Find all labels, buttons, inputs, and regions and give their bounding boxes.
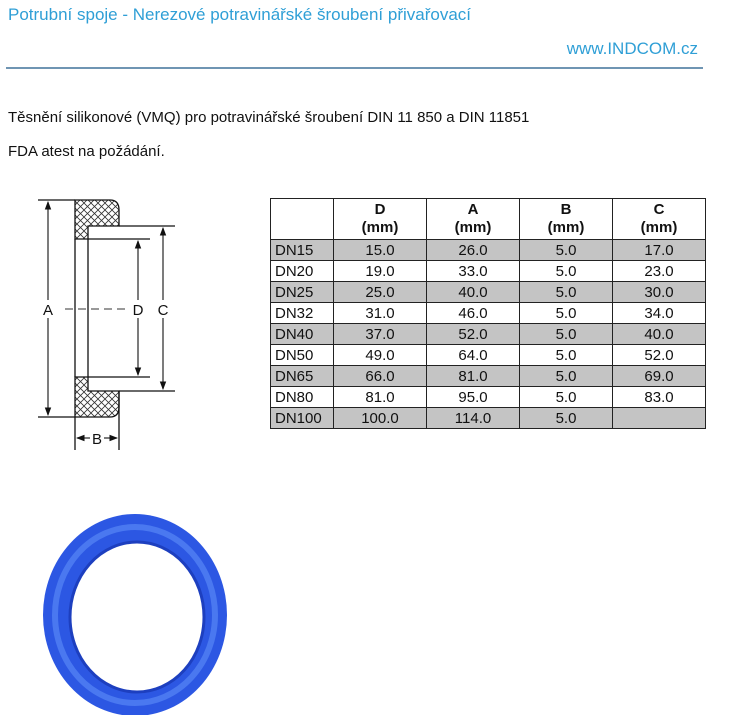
- table-cell: 40.0: [426, 281, 520, 303]
- table-cell: 19.0: [333, 260, 427, 282]
- table-cell: DN65: [270, 365, 334, 387]
- table-row: DN15 15.0 26.0 5.0 17.0: [270, 239, 706, 261]
- table-cell: 5.0: [519, 302, 613, 324]
- seal-bottom-section: [74, 376, 120, 418]
- table-cell: 25.0: [333, 281, 427, 303]
- table-cell: 15.0: [333, 239, 427, 261]
- table-cell: 5.0: [519, 386, 613, 408]
- label-b: B: [92, 431, 102, 448]
- dimensions-table: D (mm) A (mm) B (mm) C (mm) DN15 15.0 26.0 5.0 1…: [270, 198, 706, 429]
- description-text: Těsnění silikonové (VMQ) pro potravinářs…: [8, 109, 530, 126]
- label-d: D: [133, 302, 144, 319]
- label-c: C: [158, 302, 169, 319]
- table-cell: DN100: [270, 407, 334, 429]
- table-cell: 69.0: [612, 365, 706, 387]
- table-cell: DN50: [270, 344, 334, 366]
- table-cell: [612, 407, 706, 429]
- table-cell: 83.0: [612, 386, 706, 408]
- table-cell: 52.0: [426, 323, 520, 345]
- table-cell: 81.0: [426, 365, 520, 387]
- table-cell: 100.0: [333, 407, 427, 429]
- table-cell: 33.0: [426, 260, 520, 282]
- table-cell: 52.0: [612, 344, 706, 366]
- table-header-row: D (mm) A (mm) B (mm) C (mm): [270, 198, 706, 240]
- table-row: DN32 31.0 46.0 5.0 34.0: [270, 302, 706, 324]
- table-cell: 34.0: [612, 302, 706, 324]
- table-cell: DN80: [270, 386, 334, 408]
- table-cell: 17.0: [612, 239, 706, 261]
- table-cell: DN20: [270, 260, 334, 282]
- page-title: Potrubní spoje - Nerezové potravinářské …: [8, 5, 472, 24]
- table-cell: DN40: [270, 323, 334, 345]
- label-a: A: [43, 302, 53, 319]
- table-cell: 46.0: [426, 302, 520, 324]
- table-row: DN65 66.0 81.0 5.0 69.0: [270, 365, 706, 387]
- table-cell: 81.0: [333, 386, 427, 408]
- header-b: B (mm): [519, 198, 613, 240]
- table-cell: 31.0: [333, 302, 427, 324]
- table-cell: DN32: [270, 302, 334, 324]
- table-row: DN20 19.0 33.0 5.0 23.0: [270, 260, 706, 282]
- header-c: C (mm): [612, 198, 706, 240]
- fda-note: FDA atest na požádání.: [8, 143, 165, 160]
- table-cell: 49.0: [333, 344, 427, 366]
- table-cell: DN25: [270, 281, 334, 303]
- table-cell: 66.0: [333, 365, 427, 387]
- table-cell: 64.0: [426, 344, 520, 366]
- table-cell: 26.0: [426, 239, 520, 261]
- table-cell: 5.0: [519, 260, 613, 282]
- table-cell: 5.0: [519, 281, 613, 303]
- table-cell: 40.0: [612, 323, 706, 345]
- header-divider: [6, 67, 703, 69]
- table-cell: 5.0: [519, 365, 613, 387]
- table-cell: 23.0: [612, 260, 706, 282]
- table-cell: 37.0: [333, 323, 427, 345]
- table-cell: 30.0: [612, 281, 706, 303]
- table-cell: 114.0: [426, 407, 520, 429]
- header-a: A (mm): [426, 198, 520, 240]
- table-cell: 5.0: [519, 407, 613, 429]
- seal-cross-section-diagram: A D C B: [38, 199, 175, 450]
- table-row: DN25 25.0 40.0 5.0 30.0: [270, 281, 706, 303]
- table-row: DN40 37.0 52.0 5.0 40.0: [270, 323, 706, 345]
- website-link[interactable]: www.INDCOM.cz: [566, 39, 698, 58]
- table-cell: 95.0: [426, 386, 520, 408]
- table-cell: DN15: [270, 239, 334, 261]
- table-cell: 5.0: [519, 344, 613, 366]
- header-size: [270, 198, 334, 240]
- seal-top-section: [74, 199, 120, 240]
- table-row: DN80 81.0 95.0 5.0 83.0: [270, 386, 706, 408]
- header-d: D (mm): [333, 198, 427, 240]
- table-cell: 5.0: [519, 239, 613, 261]
- table-row: DN50 49.0 64.0 5.0 52.0: [270, 344, 706, 366]
- table-cell: 5.0: [519, 323, 613, 345]
- blue-silicone-ring: [43, 514, 227, 715]
- table-row: DN100 100.0 114.0 5.0: [270, 407, 706, 429]
